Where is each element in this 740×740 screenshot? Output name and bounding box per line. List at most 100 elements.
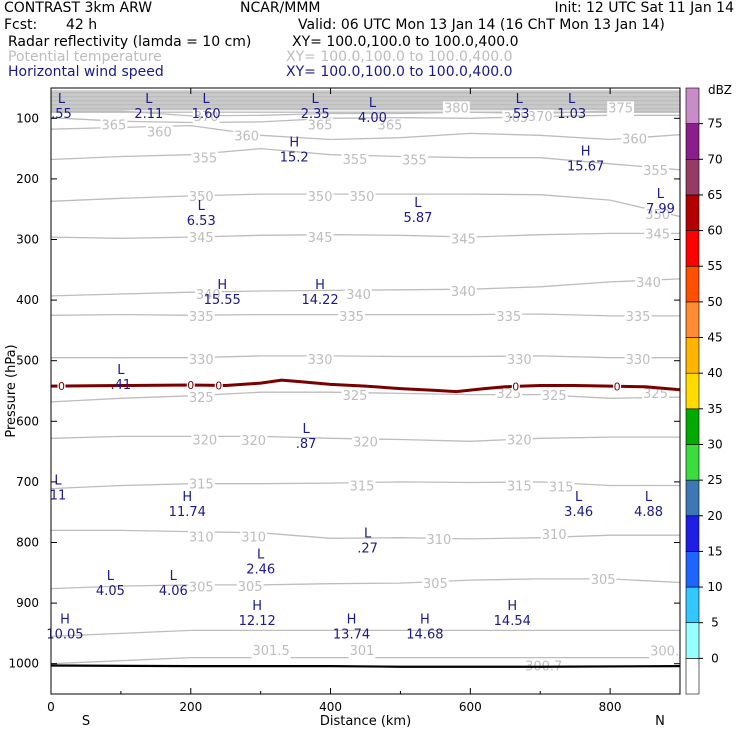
wind-extremum-marker: H — [217, 278, 227, 293]
theta-label-background — [635, 275, 662, 291]
theta-label-background — [341, 389, 369, 405]
theta-label-background — [505, 433, 533, 449]
zero-label-background — [57, 380, 66, 393]
theta-contour-label: 380 — [444, 101, 469, 116]
theta-label-background — [306, 352, 334, 368]
wind-extremum-value: 14.22 — [301, 293, 338, 308]
wind-extremum-marker: L — [312, 92, 320, 107]
theta-label-background — [145, 125, 173, 141]
x-axis-title: Distance (km) — [320, 714, 411, 729]
theta-contour-label: 305 — [189, 581, 214, 596]
theta-label-background — [191, 433, 219, 449]
theta-contour-label: 320 — [192, 433, 217, 448]
field-potential-temperature-xy: XY= 100.0,100.0 to 100.0,400.0 — [286, 49, 513, 65]
theta-contour-label: 310 — [542, 528, 567, 543]
x-tick-label: 200 — [179, 700, 202, 714]
theta-label-background — [348, 479, 376, 495]
wind-extremum-marker: H — [289, 136, 299, 151]
theta-contour-line — [51, 110, 680, 117]
zero-contour-label: 0 — [215, 379, 222, 392]
wind-extremum-marker: H — [420, 613, 430, 628]
reflectivity-zero-contour — [50, 378, 681, 394]
theta-contour-label: 310 — [241, 530, 266, 545]
theta-label-background — [240, 530, 268, 546]
theta-contour-label: 305 — [423, 577, 448, 592]
theta-label-background — [348, 643, 376, 659]
wind-extremum-value: 12.12 — [239, 614, 276, 629]
theta-contour-label: 355 — [643, 164, 668, 179]
theta-label-background — [449, 232, 477, 248]
wind-extremum-marker: L — [414, 196, 422, 211]
colorbar-swatch — [685, 301, 700, 338]
wind-extremum-value: 15.55 — [204, 293, 241, 308]
theta-label-background — [642, 163, 669, 179]
wind-extremum-value: 15.67 — [567, 160, 604, 175]
wind-extremum-marker: H — [347, 613, 357, 628]
wind-extremum-marker: H — [252, 599, 262, 614]
theta-contour-label: 345 — [451, 232, 476, 247]
zero-label-background — [613, 380, 622, 393]
colorbar-level-label: 15 — [707, 544, 722, 558]
theta-contour-label: 335 — [339, 310, 364, 325]
theta-contour-label: 340 — [196, 288, 221, 303]
theta-contour-label: 360 — [147, 126, 172, 141]
theta-contour-label: 310 — [426, 533, 451, 548]
colorbar-level-label: 0 — [711, 651, 719, 665]
wind-extremum-value: .87 — [296, 437, 317, 452]
theta-contour-line — [50, 114, 680, 124]
theta-contour-line — [50, 124, 681, 141]
theta-contour-label: 345 — [308, 231, 333, 246]
colorbar-swatch — [685, 123, 700, 160]
wind-extremum-marker: L — [203, 92, 211, 107]
theta-label-background — [187, 580, 215, 596]
zero-contour-label: 0 — [58, 380, 65, 393]
wind-extremum-value: 3.46 — [564, 505, 593, 520]
theta-label-background — [649, 644, 681, 660]
y-tick-label: 200 — [16, 172, 39, 186]
colorbar-level-label: 35 — [707, 402, 722, 416]
colorbar-swatch — [685, 158, 700, 196]
forecast-label: Fcst: — [4, 17, 38, 33]
theta-label-background — [306, 118, 334, 134]
theta-label-background — [233, 129, 261, 145]
y-tick-label: 1000 — [8, 657, 39, 671]
theta-contour-label: 305 — [238, 580, 263, 595]
wind-extremum-value: 14.54 — [494, 614, 531, 629]
theta-label-background — [644, 208, 672, 224]
wind-extremum-value: 4.06 — [159, 584, 188, 599]
wind-extremum-value: 5.87 — [403, 211, 432, 226]
south-label: S — [82, 714, 90, 729]
wind-extremum-marker: L — [302, 422, 310, 437]
theta-contour-label: 365 — [503, 111, 528, 126]
theta-label-background — [425, 532, 453, 548]
theta-contour-label: 320 — [507, 433, 532, 448]
colorbar-level-label: 60 — [707, 224, 722, 238]
wind-extremum-marker: L — [58, 92, 66, 107]
colorbar-swatch — [685, 515, 700, 552]
theta-label-background — [240, 434, 268, 450]
theta-label-background — [449, 285, 477, 301]
colorbar-swatch — [685, 551, 700, 588]
field-wind-speed: Horizontal wind speed — [8, 64, 164, 80]
theta-contour-label: 360 — [622, 132, 647, 147]
colorbar-level-label: 20 — [707, 509, 722, 523]
theta-label-background — [187, 391, 215, 407]
colorbar-swatch — [685, 586, 700, 624]
wind-extremum-marker: L — [145, 92, 153, 107]
y-tick-label: 900 — [16, 596, 39, 610]
theta-label-background — [505, 352, 533, 368]
zero-contour-label: 0 — [512, 380, 519, 393]
colorbar-swatch — [685, 479, 700, 517]
theta-label-background — [505, 479, 533, 495]
colorbar-swatch — [685, 372, 700, 410]
field-reflectivity-xy: XY= 100.0,100.0 to 100.0,400.0 — [292, 34, 519, 50]
field-potential-temperature: Potential temperature — [8, 49, 162, 65]
colorbar-swatch — [685, 337, 700, 374]
theta-contour-label: 345 — [645, 227, 670, 242]
colorbar-swatch — [685, 658, 700, 695]
colorbar-swatch — [685, 87, 700, 124]
wind-extremum-marker: L — [257, 548, 265, 563]
wind-extremum-marker: H — [507, 599, 517, 614]
theta-label-background — [352, 435, 379, 451]
theta-contour-label: 335 — [626, 310, 651, 325]
